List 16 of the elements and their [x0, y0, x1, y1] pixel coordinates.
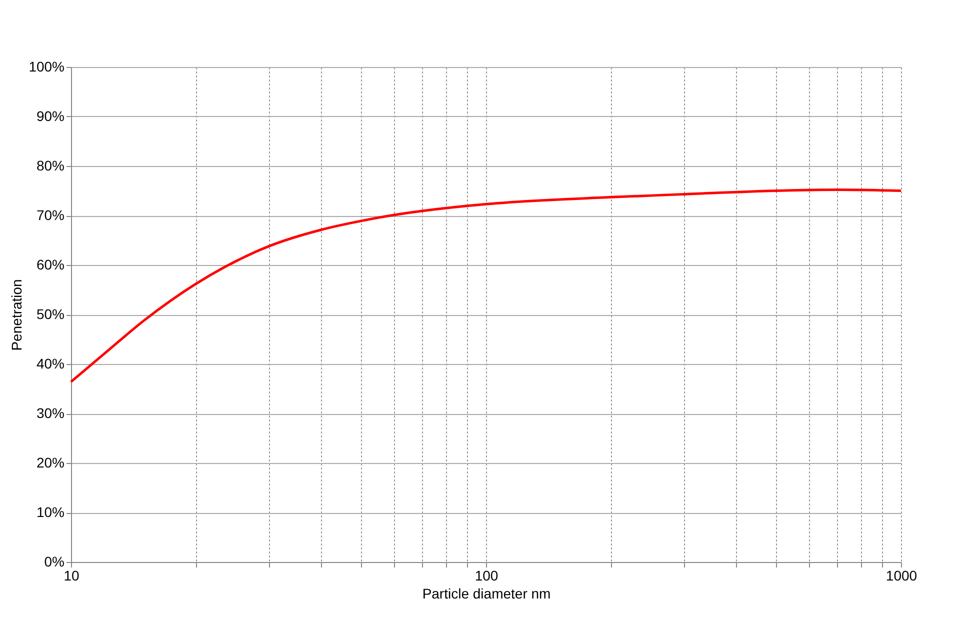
y-tick-label: 30% [36, 405, 64, 421]
x-axis-title: Particle diameter nm [422, 586, 551, 602]
y-tick-label: 50% [36, 306, 64, 322]
x-tick-label: 100 [474, 568, 498, 584]
x-tick-label: 10 [64, 568, 80, 584]
y-tick-label: 40% [36, 356, 64, 372]
y-tick-label: 0% [44, 554, 64, 570]
y-tick-label: 20% [36, 454, 64, 470]
y-tick-label: 60% [36, 256, 64, 272]
y-tick-label: 10% [36, 504, 64, 520]
y-tick-label: 70% [36, 207, 64, 223]
x-tick-label: 1000 [886, 568, 918, 584]
y-axis-title: Penetration [8, 279, 25, 351]
y-tick-label: 90% [36, 108, 64, 124]
y-tick-label: 80% [36, 158, 64, 174]
y-tick-label: 100% [28, 58, 64, 74]
